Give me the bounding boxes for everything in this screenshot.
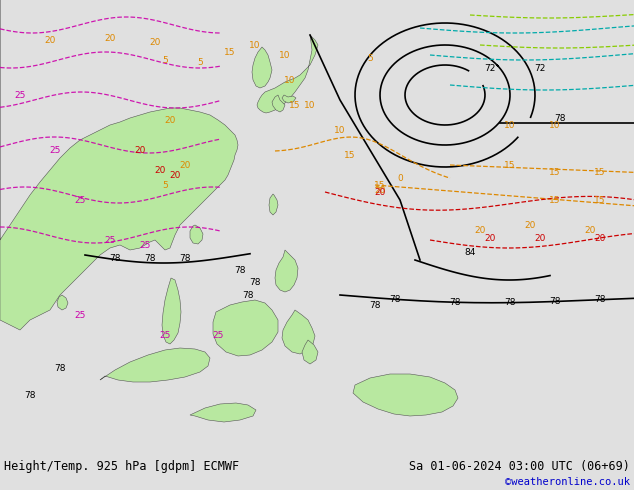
Polygon shape (272, 95, 285, 112)
Text: 78: 78 (369, 300, 381, 310)
Text: 78: 78 (242, 291, 254, 299)
Text: 20: 20 (585, 225, 596, 235)
Text: 20: 20 (134, 146, 146, 154)
Text: 20: 20 (534, 234, 546, 243)
Text: 20: 20 (105, 33, 115, 43)
Text: 5: 5 (197, 57, 203, 67)
Text: 15: 15 (594, 196, 605, 204)
Text: 78: 78 (179, 253, 191, 263)
Text: 10: 10 (279, 50, 291, 59)
Text: 0: 0 (397, 173, 403, 182)
Text: 20: 20 (594, 234, 605, 243)
Text: 78: 78 (549, 297, 560, 306)
Polygon shape (100, 348, 210, 382)
Text: 20: 20 (374, 188, 385, 196)
Text: 78: 78 (249, 277, 261, 287)
Polygon shape (0, 0, 238, 330)
Text: 10: 10 (549, 121, 560, 129)
Text: 20: 20 (524, 220, 536, 229)
Text: 25: 25 (159, 330, 171, 340)
Text: 78: 78 (450, 298, 461, 307)
Text: 5: 5 (367, 53, 373, 63)
Text: 20: 20 (164, 116, 176, 124)
Polygon shape (302, 340, 318, 364)
Text: 10: 10 (504, 121, 515, 129)
Text: 78: 78 (234, 266, 246, 274)
Polygon shape (213, 300, 278, 356)
Polygon shape (282, 95, 296, 103)
Text: 25: 25 (74, 196, 86, 204)
Polygon shape (162, 278, 181, 344)
Text: 78: 78 (554, 114, 566, 122)
Polygon shape (190, 403, 256, 422)
Text: 20: 20 (44, 35, 56, 45)
Text: 72: 72 (484, 64, 496, 73)
Text: 78: 78 (389, 295, 401, 304)
Polygon shape (252, 47, 272, 88)
Text: 25: 25 (74, 311, 86, 319)
Text: 5: 5 (162, 55, 168, 65)
Text: 15: 15 (549, 196, 560, 204)
Text: 20: 20 (374, 186, 385, 195)
Text: 10: 10 (284, 75, 295, 84)
Text: 78: 78 (24, 391, 36, 399)
Text: 20: 20 (179, 161, 191, 170)
Text: 20: 20 (484, 234, 496, 243)
Text: 20: 20 (150, 38, 160, 47)
Polygon shape (190, 225, 203, 244)
Text: 15: 15 (504, 161, 515, 170)
Text: 72: 72 (534, 64, 546, 73)
Text: 5: 5 (162, 180, 168, 190)
Text: 78: 78 (109, 253, 120, 263)
Text: 20: 20 (474, 225, 486, 235)
Text: 15: 15 (594, 168, 605, 176)
Text: 20: 20 (169, 171, 181, 179)
Polygon shape (269, 194, 278, 215)
Text: 78: 78 (594, 295, 605, 304)
Polygon shape (275, 250, 298, 292)
Polygon shape (57, 295, 68, 310)
Text: Sa 01-06-2024 03:00 UTC (06+69): Sa 01-06-2024 03:00 UTC (06+69) (409, 460, 630, 473)
Text: 25: 25 (105, 236, 115, 245)
Text: Height/Temp. 925 hPa [gdpm] ECMWF: Height/Temp. 925 hPa [gdpm] ECMWF (4, 460, 239, 473)
Text: 15: 15 (549, 168, 560, 176)
Text: 15: 15 (374, 180, 385, 190)
Text: 20: 20 (154, 166, 165, 174)
Text: 15: 15 (344, 150, 356, 160)
Text: 15: 15 (289, 100, 301, 109)
Polygon shape (257, 35, 318, 113)
Text: 10: 10 (334, 125, 346, 134)
Text: 25: 25 (139, 241, 151, 249)
Text: 84: 84 (464, 247, 476, 256)
Text: 78: 78 (504, 298, 515, 307)
Text: 10: 10 (249, 41, 261, 49)
Polygon shape (353, 374, 458, 416)
Text: 78: 78 (55, 364, 66, 372)
Polygon shape (282, 310, 315, 354)
Text: 25: 25 (49, 146, 61, 154)
Text: 15: 15 (224, 48, 236, 56)
Text: 78: 78 (145, 253, 156, 263)
Text: 10: 10 (304, 100, 316, 109)
Text: ©weatheronline.co.uk: ©weatheronline.co.uk (505, 477, 630, 487)
Text: 25: 25 (15, 91, 26, 99)
Text: 25: 25 (212, 330, 224, 340)
